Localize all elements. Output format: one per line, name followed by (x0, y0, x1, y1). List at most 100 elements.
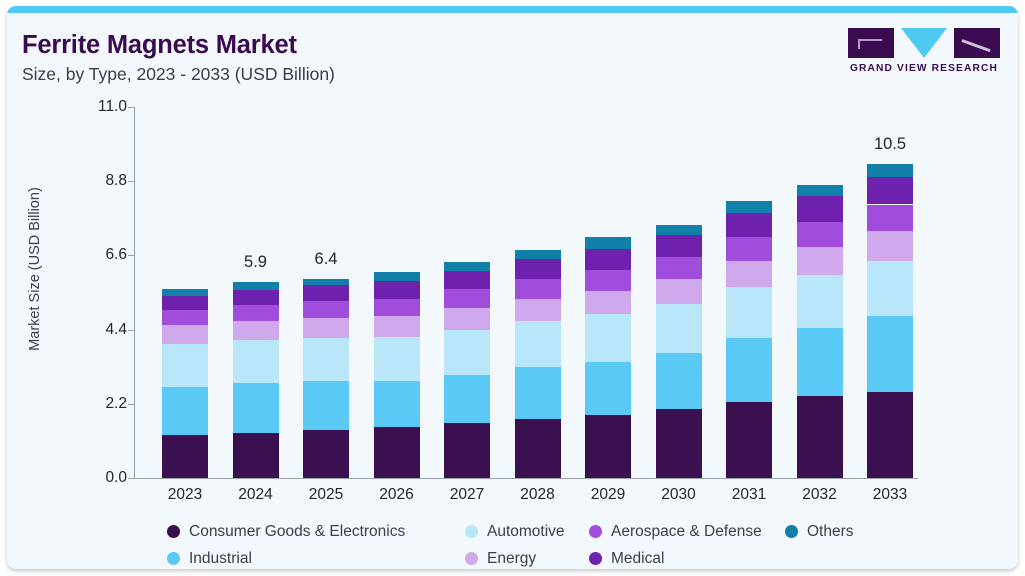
bar-segment[interactable] (585, 236, 631, 249)
bar-segment[interactable] (726, 201, 772, 213)
bar-segment[interactable] (444, 329, 490, 375)
bar-segment[interactable] (585, 414, 631, 478)
bar-stack[interactable] (867, 107, 913, 478)
bar-segment[interactable] (303, 279, 349, 286)
bar-segment[interactable] (796, 184, 843, 197)
legend-item[interactable]: Aerospace & Defense (589, 518, 785, 545)
bar-segment[interactable] (655, 409, 702, 478)
legend-item[interactable]: Automotive (465, 518, 589, 545)
bar-segment[interactable] (162, 344, 208, 388)
bar-segment[interactable] (655, 225, 702, 235)
bar-segment[interactable] (867, 164, 913, 177)
legend-item[interactable]: Industrial (167, 545, 465, 569)
bar-segment[interactable] (232, 383, 279, 433)
legend-item[interactable]: Medical (589, 545, 785, 569)
bar-segment[interactable] (444, 374, 490, 424)
bar-segment[interactable] (514, 321, 561, 367)
bar-segment[interactable] (444, 262, 490, 271)
bar-segment[interactable] (726, 287, 772, 339)
bar-stack[interactable] (796, 107, 843, 478)
bar-segment[interactable] (514, 366, 561, 420)
bar-segment[interactable] (655, 256, 702, 280)
legend-item[interactable]: Consumer Goods & Electronics (167, 518, 465, 545)
bar-segment[interactable] (514, 279, 561, 299)
bar-segment[interactable] (796, 196, 843, 223)
bar-segment[interactable] (726, 401, 772, 478)
x-axis-line (134, 478, 918, 479)
bar-segment[interactable] (373, 380, 420, 427)
legend-row: Industrial Energy Medical (167, 545, 987, 569)
bar-segment[interactable] (303, 301, 349, 318)
bar-segment[interactable] (726, 237, 772, 261)
bar-segment[interactable] (162, 435, 208, 478)
bar-segment[interactable] (867, 176, 913, 205)
bar-segment[interactable] (867, 392, 913, 478)
bar-segment[interactable] (796, 327, 843, 397)
legend-item[interactable]: Energy (465, 545, 589, 569)
bar-segment[interactable] (514, 259, 561, 280)
bar-segment[interactable] (867, 260, 913, 317)
bar-segment[interactable] (162, 310, 208, 326)
bar-segment[interactable] (373, 336, 420, 381)
bar-segment[interactable] (796, 247, 843, 275)
bar-stack[interactable] (162, 107, 208, 478)
bar-stack[interactable] (373, 107, 420, 478)
bar-segment[interactable] (373, 298, 420, 317)
bar-stack[interactable] (585, 107, 631, 478)
bar-segment[interactable] (655, 303, 702, 353)
bar-stack[interactable] (655, 107, 702, 478)
bar-segment[interactable] (303, 381, 349, 430)
legend-label: Industrial (189, 549, 252, 567)
bar-segment[interactable] (796, 274, 843, 328)
bar-segment[interactable] (303, 285, 349, 302)
bar-segment[interactable] (162, 289, 208, 296)
bar-segment[interactable] (655, 279, 702, 304)
bar-stack[interactable] (444, 107, 490, 478)
bar-segment[interactable] (514, 298, 561, 322)
bar-segment[interactable] (585, 314, 631, 362)
bar-segment[interactable] (444, 270, 490, 290)
bar-stack[interactable] (303, 107, 349, 478)
bar-segment[interactable] (514, 419, 561, 478)
bar-segment[interactable] (514, 250, 561, 260)
bar-segment[interactable] (232, 432, 279, 478)
bar-segment[interactable] (373, 316, 420, 337)
bar-segment[interactable] (585, 290, 631, 315)
bar-segment[interactable] (585, 361, 631, 415)
bar-segment[interactable] (585, 269, 631, 291)
bar-segment[interactable] (585, 249, 631, 270)
bar-segment[interactable] (444, 289, 490, 309)
bar-segment[interactable] (373, 272, 420, 282)
legend-item[interactable]: Others (785, 518, 905, 545)
bar-segment[interactable] (796, 222, 843, 248)
y-axis-tick-mark (128, 181, 134, 183)
bar-stack[interactable] (232, 107, 279, 478)
bar-segment[interactable] (232, 340, 279, 384)
bar-segment[interactable] (373, 426, 420, 478)
bar-segment[interactable] (162, 295, 208, 311)
bar-segment[interactable] (232, 305, 279, 321)
bar-segment[interactable] (303, 317, 349, 338)
bar-segment[interactable] (303, 429, 349, 478)
bar-segment[interactable] (796, 396, 843, 478)
bar-segment[interactable] (867, 316, 913, 392)
bar-segment[interactable] (444, 423, 490, 478)
bar-segment[interactable] (232, 282, 279, 290)
bar-segment[interactable] (162, 387, 208, 436)
bar-segment[interactable] (655, 352, 702, 410)
bar-segment[interactable] (232, 320, 279, 341)
bar-segment[interactable] (232, 289, 279, 305)
legend-swatch-icon (589, 525, 602, 538)
bar-segment[interactable] (867, 204, 913, 232)
bar-segment[interactable] (162, 325, 208, 345)
bar-segment[interactable] (726, 212, 772, 238)
bar-segment[interactable] (444, 308, 490, 330)
bar-segment[interactable] (303, 337, 349, 382)
bar-segment[interactable] (655, 234, 702, 257)
bar-stack[interactable] (726, 107, 772, 478)
bar-stack[interactable] (514, 107, 561, 478)
bar-segment[interactable] (373, 281, 420, 299)
bar-segment[interactable] (867, 231, 913, 261)
bar-segment[interactable] (726, 338, 772, 402)
bar-segment[interactable] (726, 260, 772, 288)
